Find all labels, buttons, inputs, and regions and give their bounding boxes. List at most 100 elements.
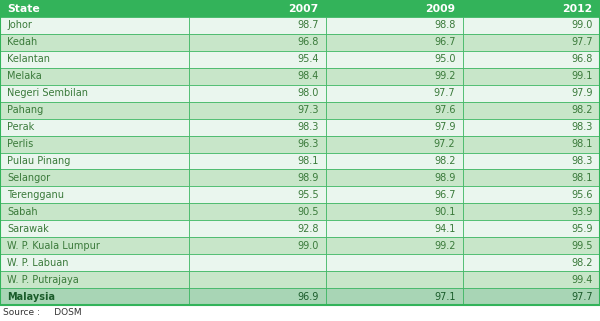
- Bar: [189, 220, 326, 237]
- Bar: [189, 271, 326, 288]
- Bar: [463, 220, 600, 237]
- Text: 2007: 2007: [289, 4, 319, 13]
- Text: 94.1: 94.1: [434, 224, 455, 234]
- Bar: [326, 51, 463, 68]
- Bar: [463, 288, 600, 305]
- Bar: [463, 85, 600, 102]
- Bar: [0, 119, 189, 135]
- Bar: [326, 187, 463, 203]
- Bar: [463, 51, 600, 68]
- Text: Negeri Sembilan: Negeri Sembilan: [7, 88, 88, 98]
- Bar: [0, 288, 189, 305]
- Text: 97.7: 97.7: [571, 291, 593, 301]
- Text: Perak: Perak: [7, 122, 34, 132]
- Text: 99.5: 99.5: [571, 241, 593, 251]
- Bar: [463, 152, 600, 169]
- Text: Selangor: Selangor: [7, 173, 50, 183]
- Bar: [326, 203, 463, 220]
- Bar: [326, 85, 463, 102]
- Bar: [189, 34, 326, 51]
- Text: 95.0: 95.0: [434, 54, 455, 64]
- Bar: [0, 17, 189, 34]
- Text: 98.1: 98.1: [571, 173, 593, 183]
- Text: Sabah: Sabah: [7, 207, 38, 217]
- Bar: [326, 220, 463, 237]
- Text: Melaka: Melaka: [7, 71, 42, 81]
- Bar: [463, 17, 600, 34]
- Text: 93.9: 93.9: [571, 207, 593, 217]
- Bar: [463, 119, 600, 135]
- Text: 98.0: 98.0: [297, 88, 319, 98]
- Bar: [0, 102, 189, 119]
- Text: 98.3: 98.3: [571, 156, 593, 166]
- Bar: [326, 271, 463, 288]
- Bar: [463, 68, 600, 85]
- Text: 99.0: 99.0: [297, 241, 319, 251]
- Bar: [189, 51, 326, 68]
- Text: 96.9: 96.9: [297, 291, 319, 301]
- Bar: [0, 152, 189, 169]
- Text: 98.3: 98.3: [571, 122, 593, 132]
- Bar: [189, 0, 326, 17]
- Bar: [463, 187, 600, 203]
- Bar: [463, 135, 600, 152]
- Text: 98.2: 98.2: [571, 105, 593, 115]
- Text: 97.3: 97.3: [297, 105, 319, 115]
- Bar: [326, 119, 463, 135]
- Bar: [0, 254, 189, 271]
- Text: 98.9: 98.9: [297, 173, 319, 183]
- Bar: [326, 135, 463, 152]
- Text: 96.3: 96.3: [297, 139, 319, 149]
- Text: State: State: [7, 4, 40, 13]
- Text: 99.1: 99.1: [571, 71, 593, 81]
- Bar: [0, 169, 189, 187]
- Text: W. P. Kuala Lumpur: W. P. Kuala Lumpur: [7, 241, 100, 251]
- Text: 98.9: 98.9: [434, 173, 455, 183]
- Bar: [0, 34, 189, 51]
- Text: 99.2: 99.2: [434, 71, 455, 81]
- Bar: [0, 135, 189, 152]
- Bar: [0, 68, 189, 85]
- Bar: [463, 271, 600, 288]
- Text: 97.9: 97.9: [571, 88, 593, 98]
- Bar: [189, 119, 326, 135]
- Text: 97.2: 97.2: [434, 139, 455, 149]
- Text: 90.5: 90.5: [297, 207, 319, 217]
- Bar: [189, 187, 326, 203]
- Text: 99.4: 99.4: [571, 274, 593, 285]
- Text: 97.7: 97.7: [434, 88, 455, 98]
- Text: 96.7: 96.7: [434, 38, 455, 48]
- Bar: [189, 203, 326, 220]
- Text: 2012: 2012: [563, 4, 593, 13]
- Text: 2009: 2009: [425, 4, 455, 13]
- Bar: [189, 68, 326, 85]
- Bar: [0, 237, 189, 254]
- Text: Perlis: Perlis: [7, 139, 34, 149]
- Text: 98.7: 98.7: [297, 21, 319, 30]
- Text: 97.1: 97.1: [434, 291, 455, 301]
- Text: Malaysia: Malaysia: [7, 291, 55, 301]
- Bar: [463, 169, 600, 187]
- Bar: [326, 0, 463, 17]
- Text: 97.6: 97.6: [434, 105, 455, 115]
- Text: Pahang: Pahang: [7, 105, 43, 115]
- Text: W. P. Labuan: W. P. Labuan: [7, 258, 69, 268]
- Bar: [189, 17, 326, 34]
- Bar: [326, 17, 463, 34]
- Text: Kelantan: Kelantan: [7, 54, 50, 64]
- Bar: [463, 254, 600, 271]
- Text: 95.9: 95.9: [571, 224, 593, 234]
- Bar: [0, 51, 189, 68]
- Bar: [463, 102, 600, 119]
- Bar: [189, 237, 326, 254]
- Bar: [0, 0, 189, 17]
- Text: Terengganu: Terengganu: [7, 190, 64, 200]
- Text: 96.8: 96.8: [571, 54, 593, 64]
- Bar: [326, 102, 463, 119]
- Text: 98.3: 98.3: [297, 122, 319, 132]
- Text: 98.1: 98.1: [297, 156, 319, 166]
- Bar: [463, 203, 600, 220]
- Bar: [326, 237, 463, 254]
- Text: 95.4: 95.4: [297, 54, 319, 64]
- Bar: [326, 68, 463, 85]
